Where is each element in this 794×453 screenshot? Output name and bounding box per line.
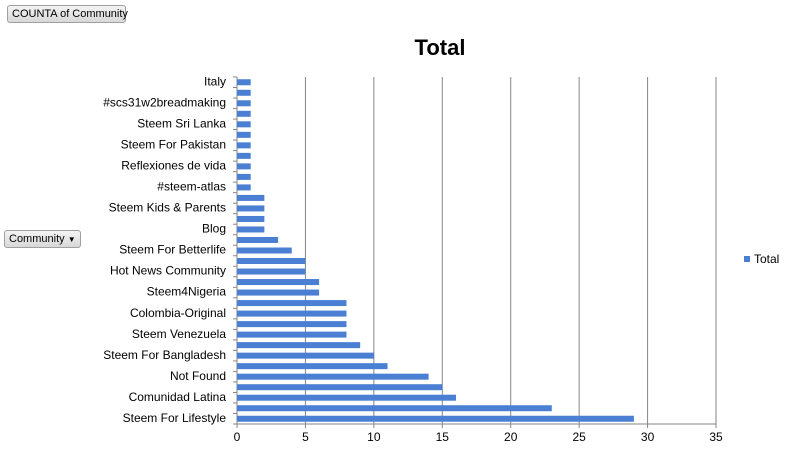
bar [237, 152, 251, 159]
bar [237, 110, 251, 117]
y-tick-label: Colombia-Original [130, 306, 226, 320]
bar [237, 331, 347, 338]
y-tick-label: Hot News Community [110, 264, 226, 278]
bar [237, 405, 552, 412]
y-tick-label: Steem For Bangladesh [103, 348, 226, 362]
bar [237, 205, 265, 212]
bar [237, 373, 429, 380]
y-tick-label: Comunidad Latina [129, 390, 227, 404]
value-field-button[interactable]: COUNTA of Community [7, 5, 128, 23]
y-tick-label: Steem4Nigeria [147, 285, 227, 299]
bar [237, 300, 347, 307]
x-tick-label: 25 [572, 430, 586, 444]
bar [237, 415, 634, 422]
y-tick-label: Italy [204, 74, 226, 88]
legend-label: Total [754, 252, 779, 266]
y-tick-label: Reflexiones de vida [121, 159, 226, 173]
y-tick-label: Steem Kids & Parents [109, 201, 226, 215]
bar [237, 247, 292, 254]
x-tick-label: 5 [302, 430, 309, 444]
x-tick-label: 10 [367, 430, 381, 444]
bar [237, 258, 306, 265]
y-tick-label: Steem Sri Lanka [137, 116, 226, 130]
bar [237, 236, 279, 243]
bar [237, 226, 265, 233]
y-tick-label: #scs31w2breadmaking [103, 95, 226, 109]
bar [237, 321, 347, 328]
bar [237, 142, 251, 149]
bar [237, 268, 306, 275]
bar [237, 215, 265, 222]
bar [237, 173, 251, 180]
bar [237, 384, 443, 391]
legend-swatch [744, 256, 750, 262]
x-tick-label: 30 [641, 430, 655, 444]
y-tick-label: Steem Venezuela [132, 327, 226, 341]
x-tick-label: 0 [234, 430, 241, 444]
y-tick-label: Steem For Lifestyle [123, 411, 227, 425]
chart-title: Total [415, 35, 466, 60]
row-field-button[interactable]: Community ▼ [4, 230, 81, 248]
y-tick-label: #steem-atlas [157, 180, 226, 194]
bar [237, 279, 320, 286]
bar [237, 184, 251, 191]
y-tick-label: Blog [202, 222, 226, 236]
y-tick-label: Steem For Betterlife [119, 243, 226, 257]
bar [237, 363, 388, 370]
bar [237, 79, 251, 86]
bar [237, 121, 251, 128]
y-tick-label: Steem For Pakistan [121, 138, 226, 152]
y-tick-label: Not Found [170, 369, 226, 383]
row-field-label: Community [9, 233, 65, 245]
bar [237, 289, 320, 296]
bar [237, 131, 251, 138]
bar [237, 310, 347, 317]
bar [237, 352, 374, 359]
bar [237, 194, 265, 201]
bar [237, 89, 251, 96]
bar [237, 342, 361, 349]
bar [237, 163, 251, 170]
bar [237, 394, 456, 401]
bar [237, 100, 251, 107]
x-tick-label: 15 [436, 430, 450, 444]
x-tick-label: 20 [504, 430, 518, 444]
dropdown-arrow: ▼ [67, 235, 76, 244]
x-tick-label: 35 [709, 430, 723, 444]
